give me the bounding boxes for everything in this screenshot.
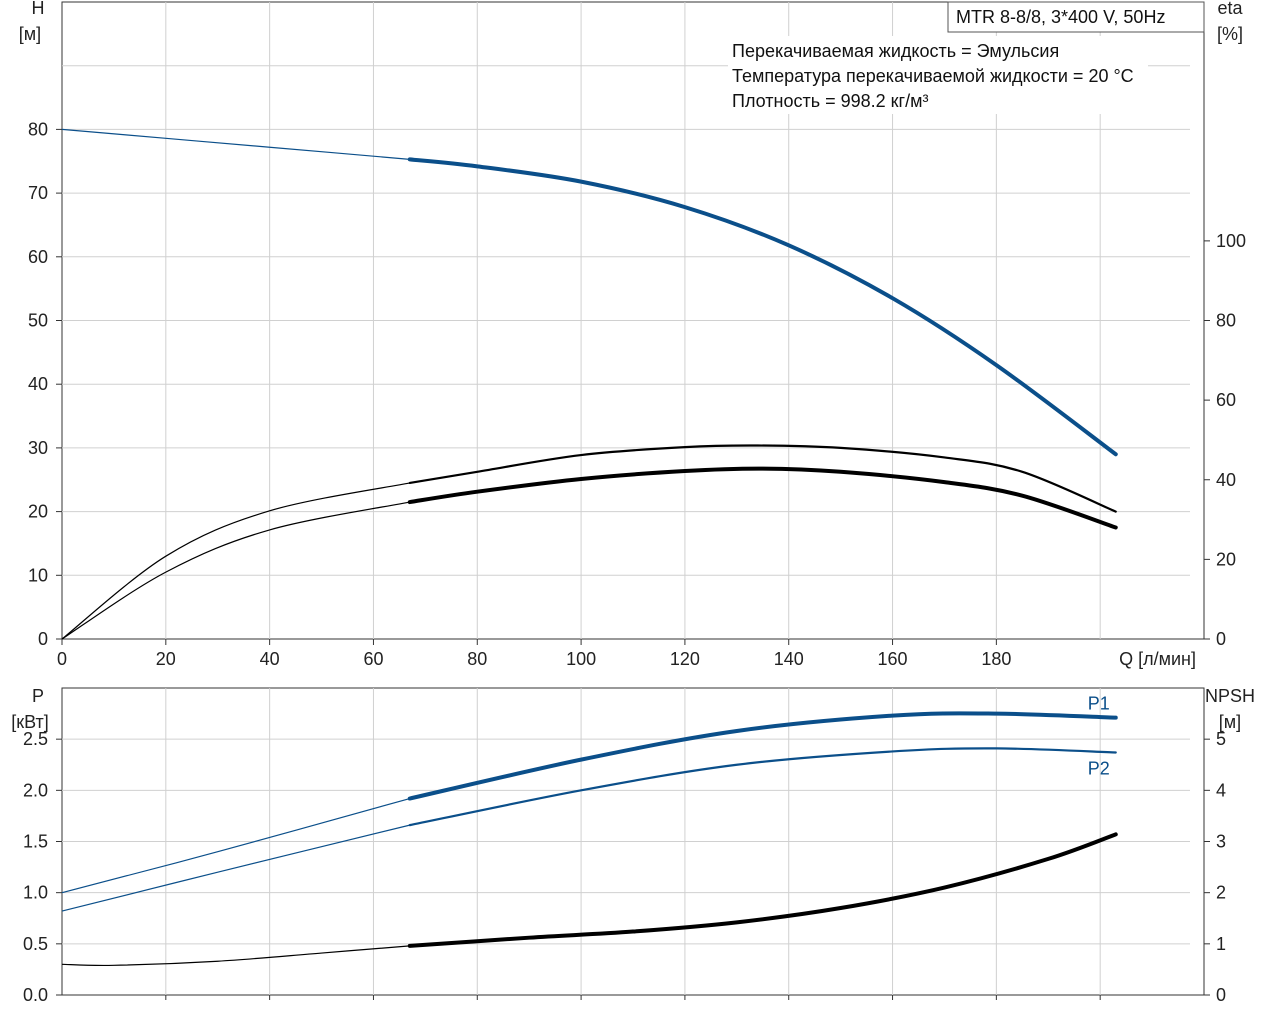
bottom-series-1-extension xyxy=(61,824,410,912)
y-tick-label: 30 xyxy=(28,438,48,458)
x-tick-label: 120 xyxy=(670,649,700,669)
x-axis-label: Q [л/мин] xyxy=(1119,649,1196,669)
series-label-p2: P2 xyxy=(1088,758,1110,778)
y-tick-label: 2.5 xyxy=(23,729,48,749)
y-tick-label: 0.5 xyxy=(23,934,48,954)
top-series-1-line xyxy=(408,444,1117,513)
y2-axis-unit: [%] xyxy=(1217,24,1243,44)
top-series-2-extension xyxy=(61,501,410,640)
bottom-series-0-extension xyxy=(61,797,410,894)
top-series-1-extension xyxy=(61,482,410,640)
x-tick-label: 180 xyxy=(981,649,1011,669)
y-tick-label: 60 xyxy=(28,247,48,267)
y-tick-label: 1.5 xyxy=(23,832,48,852)
y2-tick-label: 20 xyxy=(1216,549,1236,569)
x-tick-label: 80 xyxy=(467,649,487,669)
info-line-2: Температура перекачиваемой жидкости = 20… xyxy=(732,66,1134,86)
bottom-series-2-line xyxy=(407,832,1118,948)
y-tick-label: 0 xyxy=(38,629,48,649)
y2-tick-label: 100 xyxy=(1216,231,1246,251)
y2-tick-label: 4 xyxy=(1216,780,1226,800)
bottom-series-2-extension xyxy=(61,945,410,967)
y-tick-label: 40 xyxy=(28,374,48,394)
y-tick-label: 80 xyxy=(28,119,48,139)
x-tick-label: 160 xyxy=(878,649,908,669)
y2-tick-label: 80 xyxy=(1216,311,1236,331)
y-tick-label: 1.0 xyxy=(23,883,48,903)
y2-tick-label: 40 xyxy=(1216,470,1236,490)
y-tick-label: 2.0 xyxy=(23,780,48,800)
y-tick-label: 70 xyxy=(28,183,48,203)
info-line-1: Перекачиваемая жидкость = Эмульсия xyxy=(732,41,1059,61)
bottom-series-1-line xyxy=(408,747,1117,827)
y-tick-label: 50 xyxy=(28,311,48,331)
y2-tick-label: 3 xyxy=(1216,832,1226,852)
y-axis-unit: [м] xyxy=(19,24,41,44)
y2-tick-label: 2 xyxy=(1216,883,1226,903)
y2-tick-label: 1 xyxy=(1216,934,1226,954)
top-series-2-line xyxy=(407,466,1118,530)
y2-tick-label: 0 xyxy=(1216,629,1226,649)
model-box-text: MTR 8-8/8, 3*400 V, 50Hz xyxy=(956,7,1165,27)
y-tick-label: 20 xyxy=(28,502,48,522)
y-tick-label: 10 xyxy=(28,565,48,585)
y-tick-label: 0.0 xyxy=(23,985,48,1005)
series-label-p1: P1 xyxy=(1088,694,1110,714)
y2-tick-label: 5 xyxy=(1216,729,1226,749)
y2-axis-unit: [м] xyxy=(1219,712,1241,732)
x-tick-label: 140 xyxy=(774,649,804,669)
y-axis-label: H xyxy=(32,0,45,18)
x-tick-label: 40 xyxy=(260,649,280,669)
y2-axis-label: NPSH xyxy=(1205,686,1255,706)
y-axis-label: P xyxy=(32,686,44,706)
y2-axis-label: eta xyxy=(1217,0,1243,18)
y2-tick-label: 0 xyxy=(1216,985,1226,1005)
info-bg xyxy=(728,36,1148,114)
model-box-frame xyxy=(947,1,1205,33)
info-line-3: Плотность = 998.2 кг/м³ xyxy=(732,91,928,111)
bottom-panel: 0.0 0.5 1.0 1.5 2.0 2.5 0 1 2 3 4 5 P [кВт] NPSH [м] P1 P… xyxy=(11,686,1255,1005)
x-tick-label: 20 xyxy=(156,649,176,669)
y2-tick-label: 60 xyxy=(1216,390,1236,410)
top-series-0-line xyxy=(407,157,1118,457)
bottom-series-0-line xyxy=(407,711,1118,801)
x-tick-label: 100 xyxy=(566,649,596,669)
y-axis-unit: [кВт] xyxy=(11,712,49,732)
x-tick-label: 0 xyxy=(57,649,67,669)
top-series-0-extension xyxy=(61,128,410,160)
x-tick-label: 60 xyxy=(363,649,383,669)
